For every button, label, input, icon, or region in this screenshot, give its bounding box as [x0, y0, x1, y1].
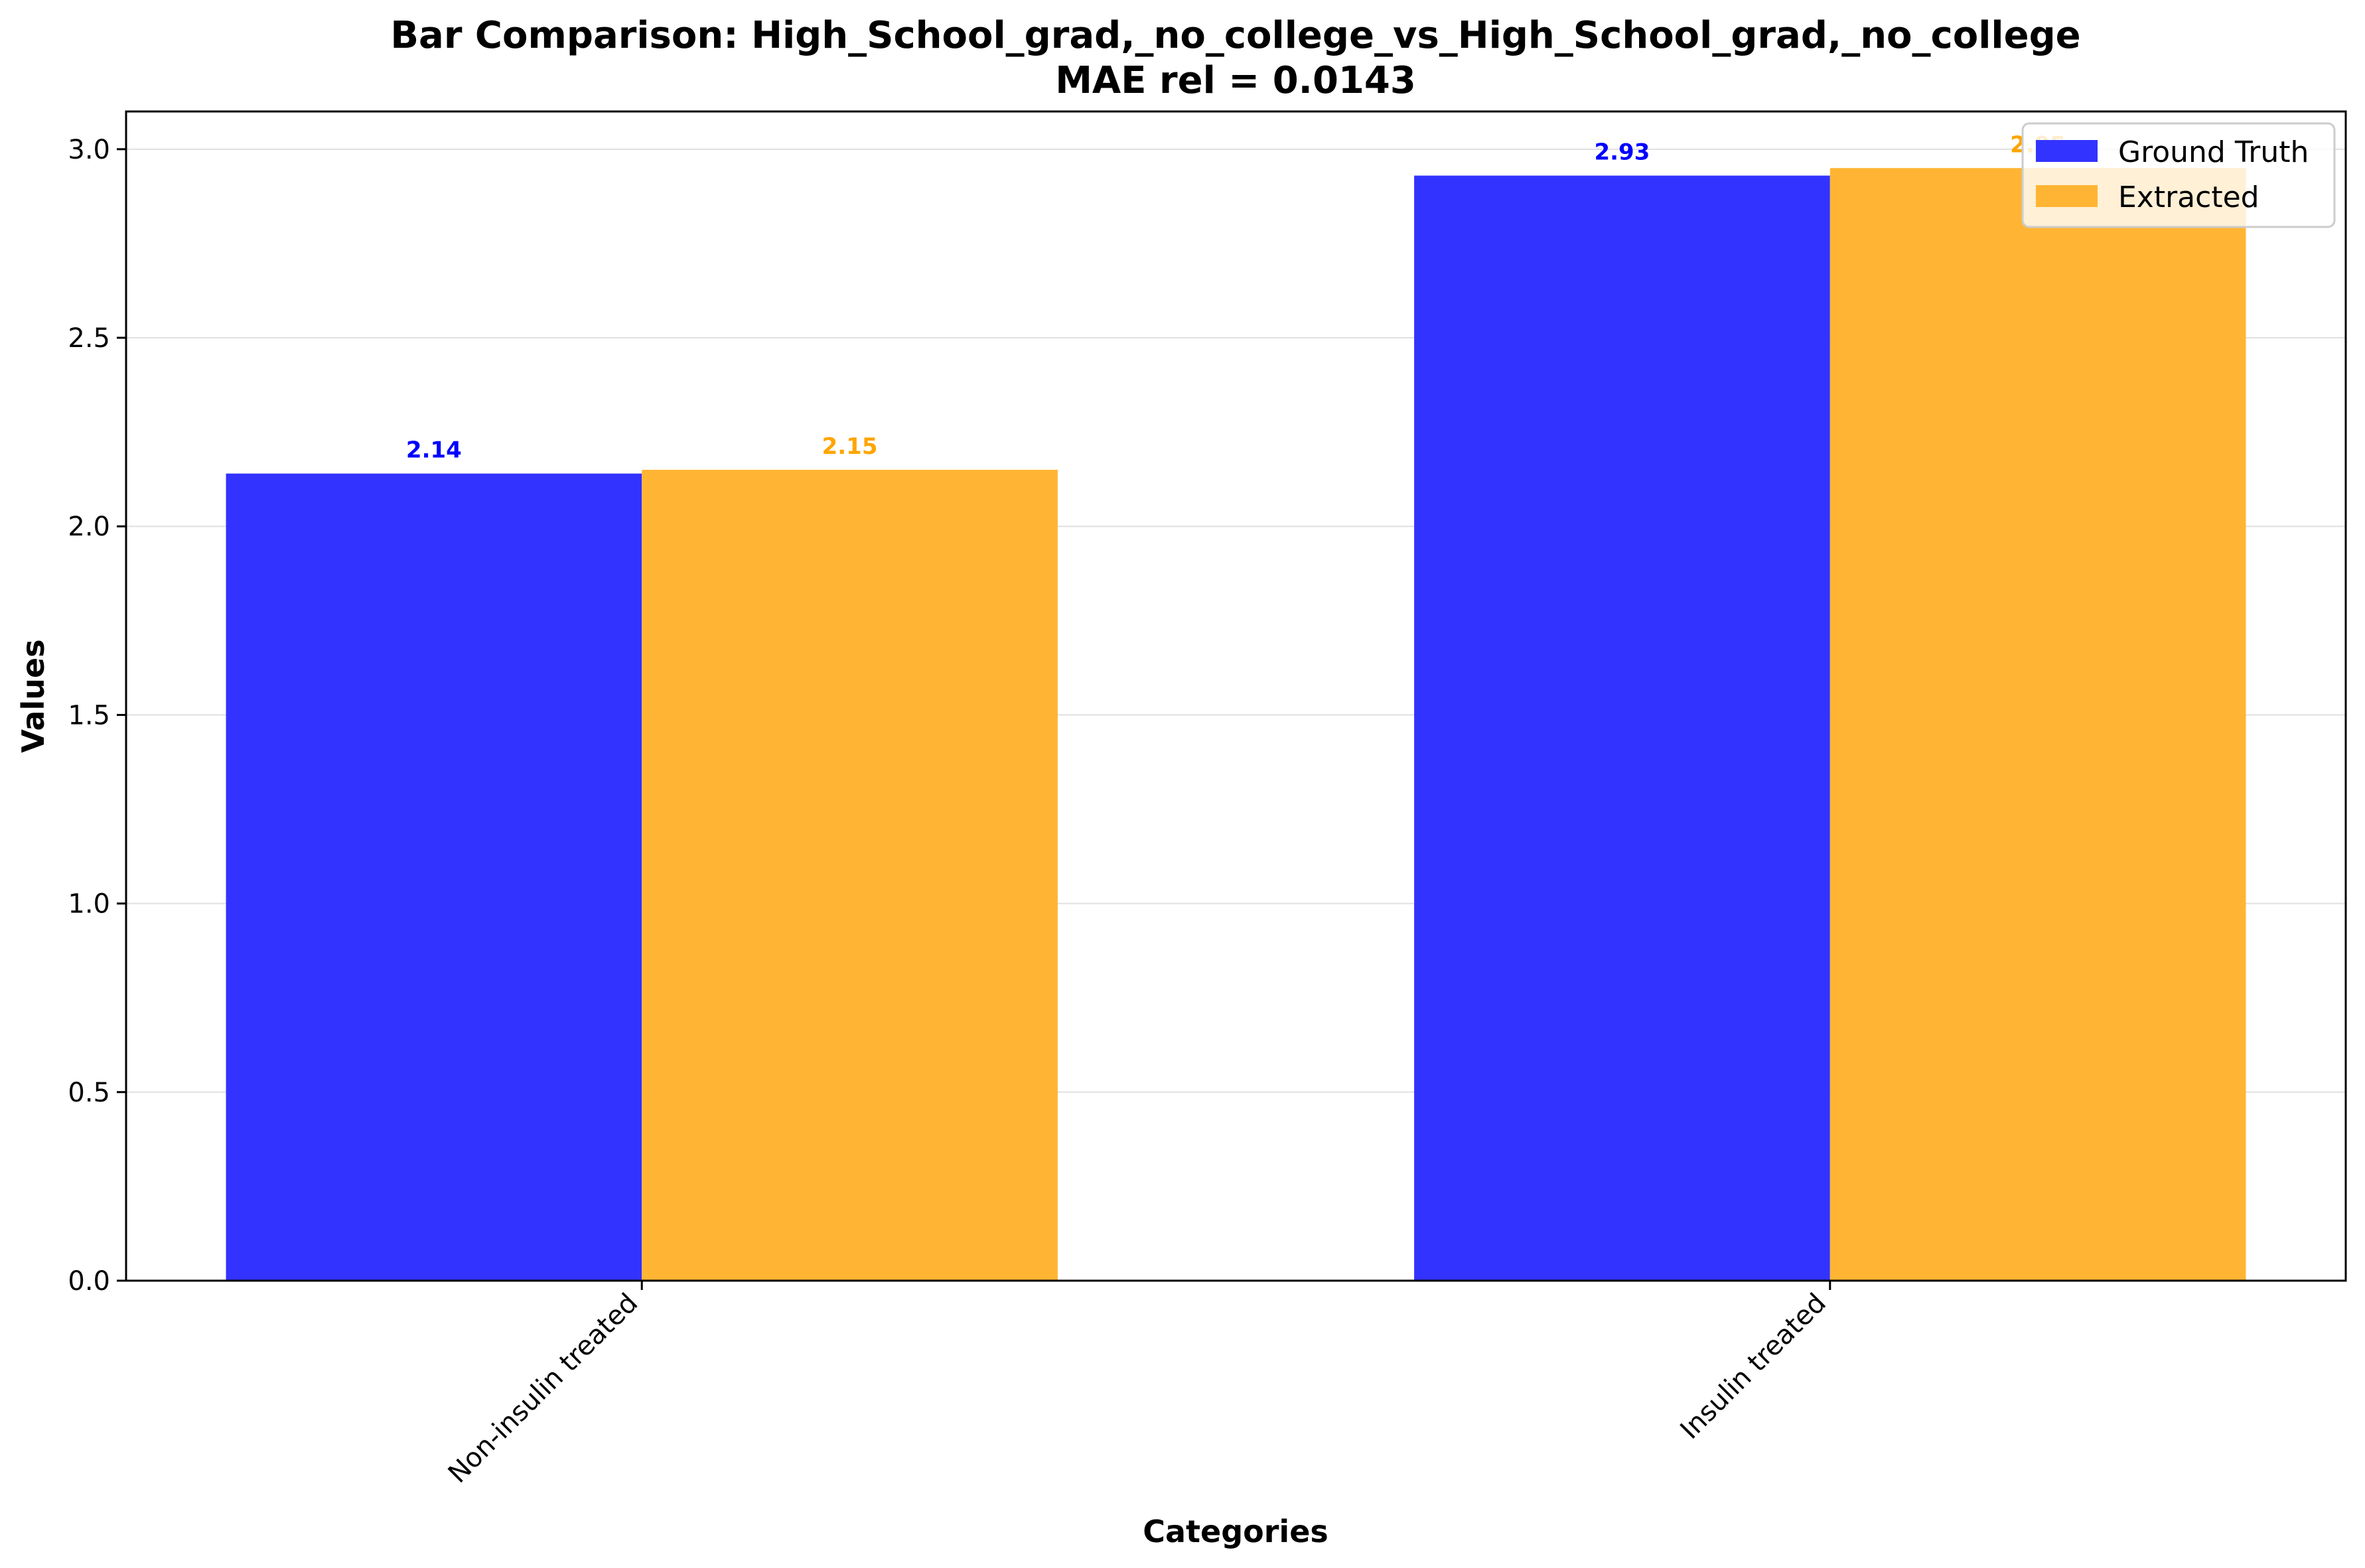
chart-subtitle: MAE rel = 0.0143 — [1055, 59, 1416, 102]
y-tick-label: 2.5 — [68, 323, 110, 354]
y-tick-label: 1.5 — [68, 700, 110, 731]
bar-value-label: 2.15 — [822, 433, 878, 460]
legend-swatch-extracted — [2036, 185, 2098, 207]
legend-label-extracted: Extracted — [2118, 180, 2259, 214]
bar-ground-truth — [226, 473, 642, 1281]
y-tick-label: 0.5 — [68, 1078, 110, 1108]
y-tick-label: 2.0 — [68, 512, 110, 542]
y-tick-label: 0.0 — [68, 1266, 110, 1297]
legend-label-ground-truth: Ground Truth — [2118, 135, 2309, 169]
y-axis-ticks: 0.0 0.5 1.0 1.5 2.0 2.5 3.0 — [68, 135, 126, 1297]
y-axis-label: Values — [15, 639, 51, 752]
legend-swatch-ground-truth — [2036, 140, 2098, 162]
chart-title: Bar Comparison: High_School_grad,_no_col… — [390, 14, 2080, 57]
y-tick-label: 3.0 — [68, 135, 110, 165]
bar-value-label: 2.93 — [1594, 139, 1650, 166]
legend: Ground Truth Extracted — [2021, 122, 2336, 228]
plot-frame — [125, 110, 2347, 1282]
y-tick-label: 1.0 — [68, 889, 110, 920]
legend-frame — [2021, 122, 2336, 228]
bar-extracted — [1829, 168, 2246, 1281]
bar-value-label: 2.14 — [406, 437, 462, 464]
bar-ground-truth — [1414, 175, 1830, 1281]
bar-extracted — [642, 469, 1058, 1281]
x-axis-label: Categories — [1143, 1514, 1328, 1549]
bars — [226, 168, 2246, 1281]
